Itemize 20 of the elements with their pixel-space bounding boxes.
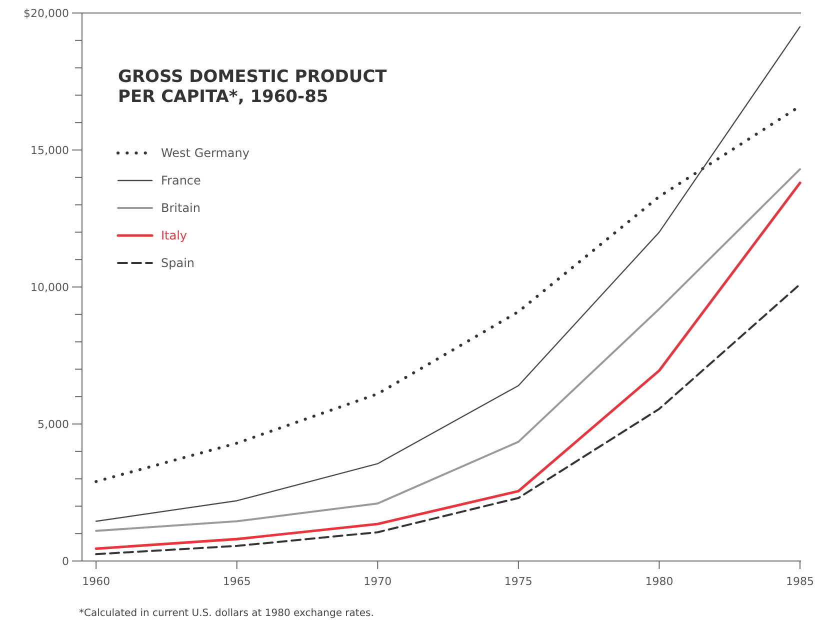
y-tick-label: $20,000 <box>24 6 69 20</box>
legend-label: Spain <box>161 256 195 270</box>
line-series <box>95 26 801 522</box>
x-tick-label: 1965 <box>222 575 251 588</box>
legend-label: Britain <box>161 201 200 216</box>
x-tick-label: 1960 <box>82 575 110 588</box>
text: GROSS DOMESTIC PRODUCT PER CAPITA*, 1960-85 <box>118 67 388 107</box>
y-tick-label: 5,000 <box>38 418 69 431</box>
legend-label: Italy <box>161 228 188 243</box>
legend-label: France <box>161 174 201 188</box>
y-tick-label: 15,000 <box>30 144 69 157</box>
x-tick-label: 1985 <box>786 575 814 588</box>
x-tick-label: 1975 <box>504 575 532 588</box>
y-tick-label: 10,000 <box>30 280 69 294</box>
x-tick-label: 1970 <box>364 575 392 588</box>
y-tick-label: 0 <box>62 554 69 568</box>
legend-label: West Germany <box>161 146 250 160</box>
text: *Calculated in current U.S. dollars at 1980 exchange rates. <box>79 608 374 619</box>
line-series <box>95 283 801 556</box>
x-tick-label: 1980 <box>645 575 674 588</box>
